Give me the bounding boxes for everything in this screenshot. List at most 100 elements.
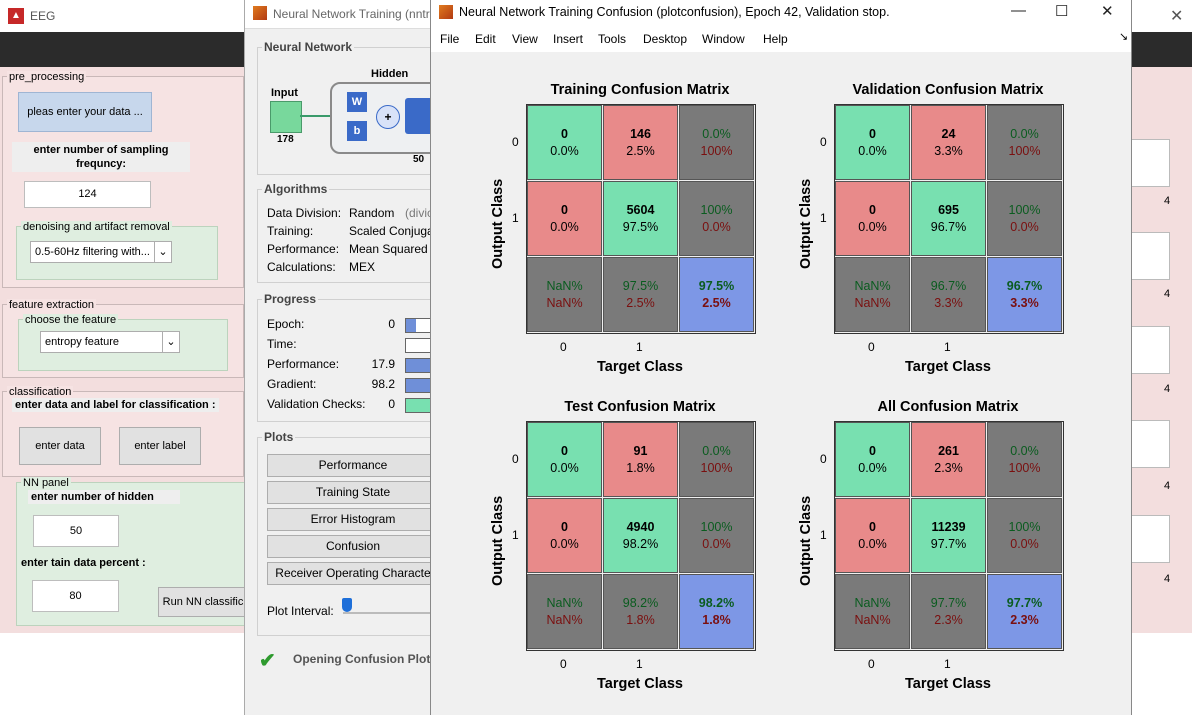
sampling-input[interactable]: 124 xyxy=(24,181,151,208)
feature-dropdown[interactable]: entropy feature ⌄ xyxy=(40,331,180,353)
chevron-down-icon: ⌄ xyxy=(154,242,171,262)
nntraintool-title: Neural Network Training (nntr xyxy=(273,7,430,21)
cell-secondary: 97.5% xyxy=(622,219,659,234)
menu-edit[interactable]: Edit xyxy=(475,32,496,46)
train-percent-input[interactable]: 80 xyxy=(32,580,119,612)
matrix-cell: 0 0.0% xyxy=(835,105,910,180)
run-nn-button[interactable]: Run NN classific xyxy=(158,587,248,617)
enter-label-button[interactable]: enter label xyxy=(119,427,201,465)
cell-secondary: 0.0% xyxy=(550,219,579,234)
input-size: 178 xyxy=(277,134,294,145)
x-tick-label: 1 xyxy=(636,340,643,354)
cell-primary: 97.7% xyxy=(1006,595,1043,610)
menu-help[interactable]: Help xyxy=(763,32,788,46)
nntraintool-window: Neural Network Training (nntr Neural Net… xyxy=(244,0,449,715)
cell-secondary: 0.0% xyxy=(550,143,579,158)
cell-primary: 0.0% xyxy=(702,443,731,458)
y-tick-label: 1 xyxy=(820,211,827,225)
menu-tools[interactable]: Tools xyxy=(598,32,627,46)
matrix-cell: 97.7% 2.3% xyxy=(911,574,986,649)
checkmark-icon: ✔ xyxy=(259,650,276,672)
roc-plot-button[interactable]: Receiver Operating Characte xyxy=(267,562,439,585)
matrix-cell: 100% 0.0% xyxy=(679,498,754,573)
cell-secondary: 0.0% xyxy=(858,219,887,234)
cell-secondary: 0.0% xyxy=(702,536,731,551)
matrix-cell: 0.0% 100% xyxy=(679,422,754,497)
matrix-cell: 0.0% 100% xyxy=(987,105,1062,180)
y-axis-label: Output Class xyxy=(490,178,506,269)
cell-secondary: 2.3% xyxy=(934,612,963,627)
result-number: 4 xyxy=(1164,383,1171,395)
input-label: Input xyxy=(271,87,298,99)
dock-icon[interactable]: ↘ xyxy=(1119,31,1129,43)
algorithms-section-label: Algorithms xyxy=(262,182,330,196)
algo-value: Mean Squared E xyxy=(349,242,440,256)
weight-icon: W xyxy=(347,92,367,112)
algo-key: Calculations: xyxy=(267,260,336,274)
progress-key: Performance: xyxy=(267,357,340,371)
cell-secondary: 3.3% xyxy=(934,295,963,310)
error-histogram-plot-button[interactable]: Error Histogram xyxy=(267,508,439,531)
y-tick-label: 1 xyxy=(820,528,827,542)
menubar: File Edit View Insert Tools Desktop Wind… xyxy=(431,26,1131,52)
cell-primary: 0 xyxy=(561,443,568,458)
cell-primary: NaN% xyxy=(546,595,583,610)
connector-line xyxy=(300,115,330,117)
maximize-icon[interactable]: ☐ xyxy=(1055,3,1069,20)
cell-secondary: 97.7% xyxy=(930,536,967,551)
sampling-label: enter number of sampling frequncy: xyxy=(12,142,190,172)
y-tick-label: 0 xyxy=(512,452,519,466)
training-state-plot-button[interactable]: Training State xyxy=(267,481,439,504)
enter-data-button[interactable]: pleas enter your data ... xyxy=(18,92,152,132)
matrix-cell: 98.2% 1.8% xyxy=(679,574,754,649)
nntraintool-titlebar: Neural Network Training (nntr xyxy=(245,0,433,29)
hidden-size: 50 xyxy=(413,154,425,165)
matrix-title: All Confusion Matrix xyxy=(877,399,1019,415)
result-box xyxy=(1130,515,1170,563)
cell-primary: 0.0% xyxy=(1010,443,1039,458)
cell-primary: 11239 xyxy=(931,519,966,534)
cell-primary: 0 xyxy=(869,443,876,458)
cell-primary: 100% xyxy=(700,519,733,534)
cell-primary: NaN% xyxy=(854,595,891,610)
close-icon[interactable]: ✕ xyxy=(1170,8,1184,25)
menu-view[interactable]: View xyxy=(512,32,538,46)
result-number: 4 xyxy=(1164,480,1171,492)
hidden-input[interactable]: 50 xyxy=(33,515,119,547)
denoise-dropdown[interactable]: 0.5-60Hz filtering with... ⌄ xyxy=(30,241,172,263)
close-icon[interactable]: ✕ xyxy=(1101,3,1114,20)
matrix-cell: 100% 0.0% xyxy=(987,498,1062,573)
menu-window[interactable]: Window xyxy=(702,32,745,46)
plots-section-label: Plots xyxy=(262,430,296,444)
menu-file[interactable]: File xyxy=(440,32,460,46)
confusion-plot-button[interactable]: Confusion xyxy=(267,535,439,558)
y-tick-label: 1 xyxy=(512,528,519,542)
cell-primary: 96.7% xyxy=(930,278,967,293)
enter-data-classify-button[interactable]: enter data xyxy=(19,427,101,465)
x-tick-label: 1 xyxy=(944,657,951,671)
minimize-icon[interactable]: — xyxy=(1011,2,1026,19)
result-box xyxy=(1130,139,1170,187)
matlab-figure-icon: ▲ xyxy=(8,8,24,24)
menu-desktop[interactable]: Desktop xyxy=(643,32,688,46)
cell-secondary: 0.0% xyxy=(858,536,887,551)
cell-primary: 0 xyxy=(561,126,568,141)
algo-key: Training: xyxy=(267,224,314,238)
x-tick-label: 1 xyxy=(944,340,951,354)
x-tick-label: 0 xyxy=(560,340,567,354)
feature-value: entropy feature xyxy=(45,336,119,348)
performance-plot-button[interactable]: Performance xyxy=(267,454,439,477)
cell-primary: NaN% xyxy=(546,278,583,293)
menu-insert[interactable]: Insert xyxy=(553,32,584,46)
pre-processing-label: pre_processing xyxy=(7,71,87,83)
cell-secondary: 0.0% xyxy=(550,536,579,551)
plot-interval-slider[interactable] xyxy=(342,598,352,612)
cell-secondary: 96.7% xyxy=(930,219,967,234)
progress-key: Time: xyxy=(267,337,297,351)
progress-section-label: Progress xyxy=(262,292,319,306)
cell-primary: 24 xyxy=(941,126,956,141)
matrix-cell: 0 0.0% xyxy=(527,181,602,256)
cell-primary: 0 xyxy=(869,519,876,534)
matrix-cell: 24 3.3% xyxy=(911,105,986,180)
cell-secondary: NaN% xyxy=(546,612,583,627)
